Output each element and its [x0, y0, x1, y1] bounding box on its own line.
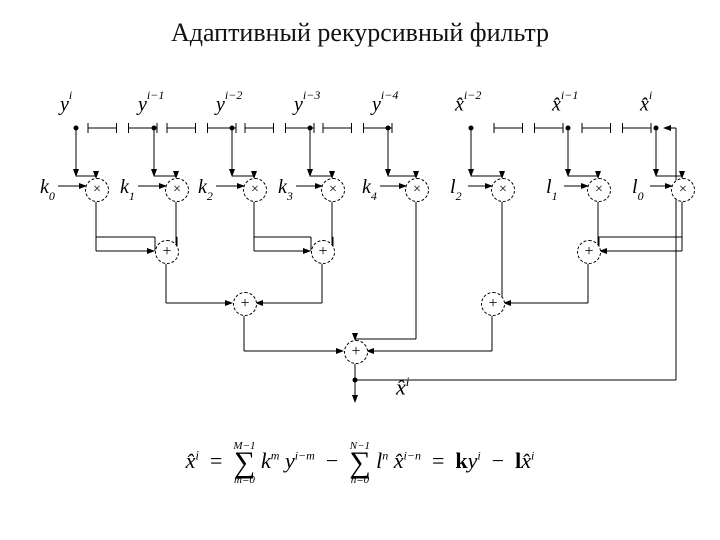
tap-label-1: yi−1 [138, 92, 164, 117]
coef-label-4: k4 [362, 176, 377, 202]
multiplier-4: × [405, 178, 429, 202]
tap-label-2: yi−2 [216, 92, 242, 117]
multiplier-3: × [321, 178, 345, 202]
tap-label-5: x̂i−2 [455, 92, 481, 117]
page-title: Адаптивный рекурсивный фильтр [0, 18, 720, 48]
coef-label-2: k2 [198, 176, 213, 202]
coef-label-3: k3 [278, 176, 293, 202]
coef-label-1: k1 [120, 176, 135, 202]
adder-final: + [344, 340, 368, 364]
adder-a2: + [311, 240, 335, 264]
coef-label-7: l0 [632, 176, 644, 202]
adder-b2: + [481, 292, 505, 316]
tap-label-4: yi−4 [372, 92, 398, 117]
adder-b1: + [577, 240, 601, 264]
multiplier-0: × [85, 178, 109, 202]
output-label: x̂i [396, 374, 409, 400]
tap-label-7: x̂i [640, 92, 652, 117]
multiplier-2: × [243, 178, 267, 202]
tap-label-6: x̂i−1 [552, 92, 578, 117]
multiplier-7: × [671, 178, 695, 202]
adder-a3: + [233, 292, 257, 316]
coef-label-5: l2 [450, 176, 462, 202]
coef-label-6: l1 [546, 176, 558, 202]
tap-label-3: yi−3 [294, 92, 320, 117]
adder-a1: + [155, 240, 179, 264]
multiplier-6: × [587, 178, 611, 202]
formula: x̂i = M−1 ∑ m=0 km yi−m − N−1 ∑ n=0 ln x… [0, 440, 720, 486]
multiplier-1: × [165, 178, 189, 202]
tap-label-0: yi [60, 92, 72, 117]
coef-label-0: k0 [40, 176, 55, 202]
multiplier-5: × [491, 178, 515, 202]
